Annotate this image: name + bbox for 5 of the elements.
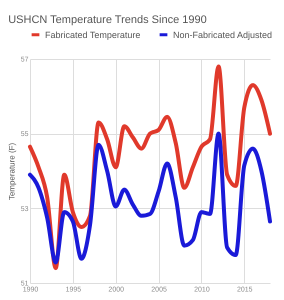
chart-title: USHCN Temperature Trends Since 1990 — [8, 14, 207, 26]
y-axis-title: Temperature (F) — [8, 142, 17, 200]
legend-label: Non-Fabricated Adjusted — [173, 30, 272, 40]
legend-label: Fabricated Temperature — [45, 30, 140, 40]
line-series — [28, 132, 272, 264]
